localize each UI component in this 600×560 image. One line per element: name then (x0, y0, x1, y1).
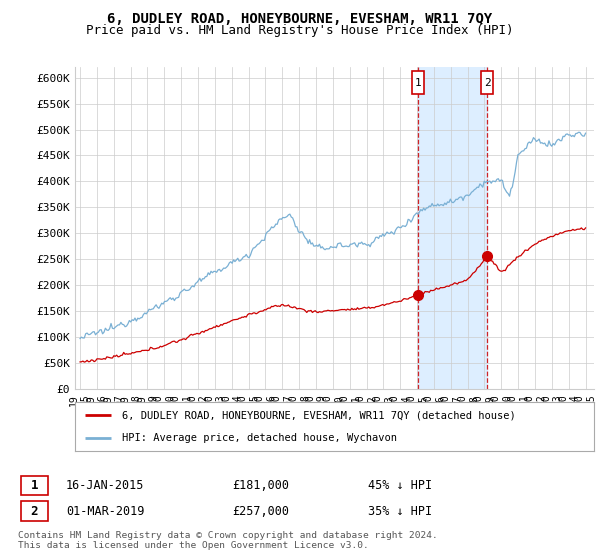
Text: 1: 1 (31, 479, 38, 492)
Text: 1: 1 (415, 78, 421, 88)
FancyBboxPatch shape (21, 501, 48, 521)
Text: HPI: Average price, detached house, Wychavon: HPI: Average price, detached house, Wych… (122, 433, 397, 444)
FancyBboxPatch shape (21, 475, 48, 496)
Text: 6, DUDLEY ROAD, HONEYBOURNE, EVESHAM, WR11 7QY: 6, DUDLEY ROAD, HONEYBOURNE, EVESHAM, WR… (107, 12, 493, 26)
Text: 01-MAR-2019: 01-MAR-2019 (66, 505, 145, 518)
FancyBboxPatch shape (412, 71, 424, 94)
Text: 2: 2 (484, 78, 491, 88)
Text: £181,000: £181,000 (232, 479, 289, 492)
Text: 6, DUDLEY ROAD, HONEYBOURNE, EVESHAM, WR11 7QY (detached house): 6, DUDLEY ROAD, HONEYBOURNE, EVESHAM, WR… (122, 410, 515, 421)
Text: 16-JAN-2015: 16-JAN-2015 (66, 479, 145, 492)
FancyBboxPatch shape (481, 71, 493, 94)
Text: Contains HM Land Registry data © Crown copyright and database right 2024.
This d: Contains HM Land Registry data © Crown c… (18, 531, 438, 550)
Bar (418, 67, 487, 389)
Text: 2: 2 (31, 505, 38, 518)
Text: 35% ↓ HPI: 35% ↓ HPI (368, 505, 432, 518)
Text: Price paid vs. HM Land Registry's House Price Index (HPI): Price paid vs. HM Land Registry's House … (86, 24, 514, 36)
Text: £257,000: £257,000 (232, 505, 289, 518)
Text: 45% ↓ HPI: 45% ↓ HPI (368, 479, 432, 492)
